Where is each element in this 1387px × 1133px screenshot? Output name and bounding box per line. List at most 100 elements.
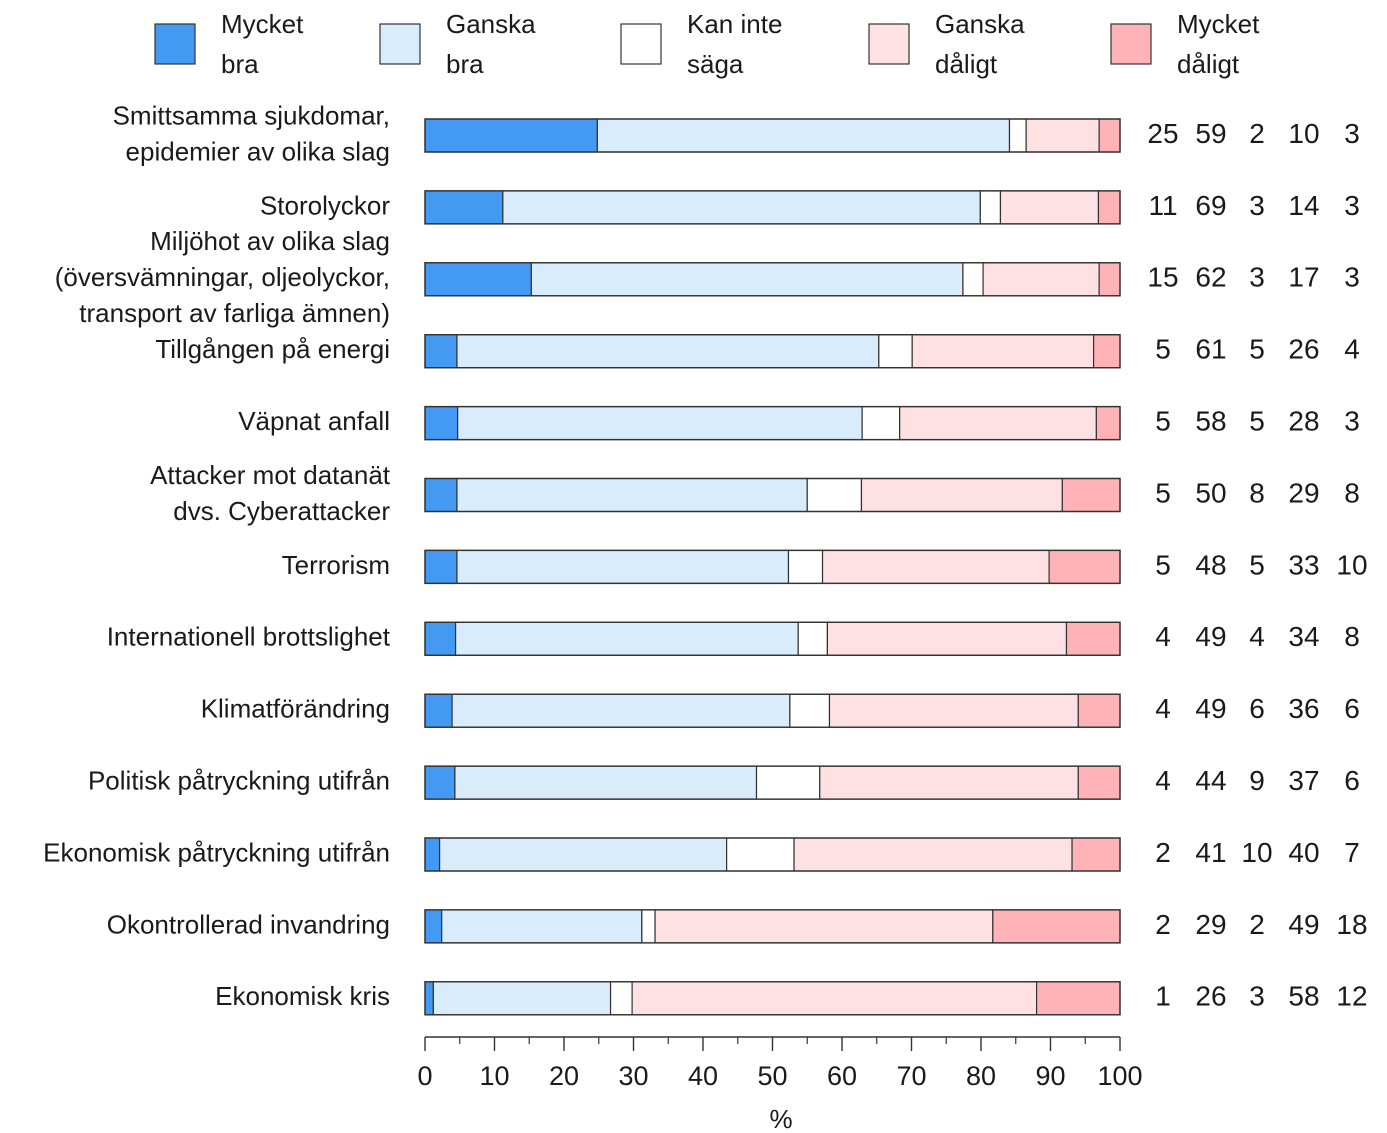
bar-row-6-segment-2 bbox=[456, 477, 808, 513]
category-label-7-line-1: Terrorism bbox=[282, 550, 390, 580]
value-label-row-3-col-5: 3 bbox=[1344, 262, 1360, 293]
value-label-row-12-col-1: 2 bbox=[1155, 909, 1171, 940]
value-label-row-9-col-4: 36 bbox=[1288, 693, 1319, 724]
category-label-9-line-1: Klimatförändring bbox=[201, 694, 390, 724]
bar-row-11-segment-4 bbox=[793, 837, 1073, 872]
x-tick-label-30: 30 bbox=[618, 1061, 648, 1091]
value-label-row-6-col-3: 8 bbox=[1249, 477, 1265, 508]
category-label-3-line-2: (översvämningar, oljeolyckor, bbox=[55, 262, 390, 292]
bar-row-9-segment-2 bbox=[451, 693, 791, 728]
bar-row-4-outline bbox=[424, 334, 1121, 369]
value-label-row-13-col-3: 3 bbox=[1249, 981, 1265, 1012]
bar-row-10-segment-2 bbox=[454, 765, 758, 800]
category-label-6-line-2: dvs. Cyberattacker bbox=[173, 496, 390, 526]
value-label-row-5-col-1: 5 bbox=[1155, 405, 1171, 436]
bar-row-8-segment-2 bbox=[454, 621, 799, 656]
legend-label-3-line-1: Kan inte bbox=[687, 9, 782, 39]
bar-row-7-segment-2 bbox=[456, 549, 790, 585]
bar-row-5-outline bbox=[424, 405, 1121, 441]
value-label-row-2-col-5: 3 bbox=[1344, 190, 1360, 221]
bar-row-10-segment-1 bbox=[424, 765, 456, 800]
bar-row-5-segment-1 bbox=[424, 406, 459, 441]
value-label-row-4-col-5: 4 bbox=[1344, 334, 1360, 365]
value-label-row-10-col-4: 37 bbox=[1288, 765, 1319, 796]
bar-row-4-segment-4 bbox=[911, 334, 1095, 369]
bar-row-7-segment-5 bbox=[1048, 549, 1121, 585]
legend-label-3-line-2: säga bbox=[687, 49, 744, 79]
x-tick-label-20: 20 bbox=[549, 1061, 579, 1091]
bar-row-9-segment-5 bbox=[1077, 693, 1121, 728]
bar-row-4-segment-2 bbox=[456, 334, 880, 369]
legend-label-4-line-1: Ganska bbox=[935, 9, 1025, 39]
category-label-3-line-3: transport av farliga ämnen) bbox=[79, 298, 390, 328]
legend-label-1-line-1: Mycket bbox=[221, 9, 304, 39]
value-label-row-1-col-3: 2 bbox=[1249, 118, 1265, 149]
value-label-row-4-col-2: 61 bbox=[1195, 334, 1226, 365]
value-label-row-5-col-2: 58 bbox=[1195, 405, 1226, 436]
bar-row-13-segment-3 bbox=[609, 981, 633, 1016]
value-label-row-10-col-3: 9 bbox=[1249, 765, 1265, 796]
category-label-12-line-1: Okontrollerad invandring bbox=[107, 909, 390, 939]
x-tick-label-50: 50 bbox=[757, 1061, 787, 1091]
value-label-row-8-col-2: 49 bbox=[1195, 621, 1226, 652]
category-labels: Smittsamma sjukdomar, epidemier av olika … bbox=[43, 100, 391, 1011]
value-label-row-9-col-5: 6 bbox=[1344, 693, 1360, 724]
legend-label-4-line-2: dåligt bbox=[935, 49, 998, 79]
bar-row-12-segment-5 bbox=[992, 909, 1121, 944]
bar-row-11-segment-3 bbox=[726, 837, 795, 872]
category-label-8-line-1: Internationell brottslighet bbox=[107, 622, 391, 652]
bar-row-10-segment-4 bbox=[819, 765, 1079, 800]
bar-row-6-segment-4 bbox=[860, 477, 1063, 513]
value-label-row-6-col-4: 29 bbox=[1288, 477, 1319, 508]
bar-row-11-segment-1 bbox=[424, 837, 441, 872]
value-label-row-5-col-5: 3 bbox=[1344, 405, 1360, 436]
category-label-11-line-1: Ekonomisk påtryckning utifrån bbox=[43, 837, 390, 867]
bar-row-10-segment-3 bbox=[755, 765, 821, 800]
value-label-row-7-col-2: 48 bbox=[1195, 549, 1226, 580]
bar-row-12-outline bbox=[424, 909, 1121, 944]
legend-label-2-line-2: bra bbox=[446, 49, 484, 79]
value-label-row-11-col-1: 2 bbox=[1155, 837, 1171, 868]
value-label-row-10-col-5: 6 bbox=[1344, 765, 1360, 796]
value-label-row-11-col-3: 10 bbox=[1241, 837, 1272, 868]
bar-row-10-outline bbox=[424, 765, 1121, 800]
value-label-row-3-col-4: 17 bbox=[1288, 262, 1319, 293]
bar-row-1-segment-2 bbox=[596, 118, 1011, 153]
bar-row-5-segment-3 bbox=[861, 406, 901, 441]
category-label-2-line-1: Storolyckor bbox=[260, 190, 390, 220]
value-label-row-3-col-2: 62 bbox=[1195, 262, 1226, 293]
bar-row-1-segment-3 bbox=[1008, 118, 1027, 153]
bar-row-11-outline bbox=[424, 837, 1121, 872]
x-tick-label-70: 70 bbox=[896, 1061, 926, 1091]
x-tick-label-0: 0 bbox=[417, 1061, 432, 1091]
value-label-row-1-col-1: 25 bbox=[1147, 118, 1178, 149]
value-label-row-11-col-4: 40 bbox=[1288, 837, 1319, 868]
bar-row-13-segment-2 bbox=[432, 981, 612, 1016]
bar-row-6-segment-3 bbox=[806, 477, 863, 513]
value-labels: 25 59 2 10 311 69 3 14 315 62 3 17 35 61 5 26 45 58 5 28 35 5… bbox=[1147, 118, 1367, 1012]
bar-row-13-segment-1 bbox=[424, 981, 434, 1016]
legend-swatch-5 bbox=[1110, 23, 1152, 65]
value-label-row-12-col-3: 2 bbox=[1249, 909, 1265, 940]
value-label-row-11-col-5: 7 bbox=[1344, 837, 1360, 868]
bar-row-12-segment-3 bbox=[641, 909, 656, 944]
bar-row-7-segment-4 bbox=[821, 549, 1050, 585]
value-label-row-1-col-4: 10 bbox=[1288, 118, 1319, 149]
value-label-row-2-col-4: 14 bbox=[1288, 190, 1319, 221]
value-label-row-13-col-5: 12 bbox=[1336, 981, 1367, 1012]
bar-row-7-segment-3 bbox=[787, 549, 824, 585]
value-label-row-3-col-3: 3 bbox=[1249, 262, 1265, 293]
value-label-row-1-col-2: 59 bbox=[1195, 118, 1226, 149]
legend: Mycket bra Ganska bra Kan inte säga Ganska dåli… bbox=[154, 9, 1260, 79]
bar-row-9-segment-1 bbox=[424, 693, 453, 728]
value-label-row-6-col-2: 50 bbox=[1195, 477, 1226, 508]
x-axis-title: % bbox=[769, 1104, 792, 1133]
bar-row-13-outline bbox=[424, 981, 1121, 1016]
bar-row-2-segment-5 bbox=[1097, 190, 1121, 225]
value-label-row-12-col-2: 29 bbox=[1195, 909, 1226, 940]
bar-row-12-segment-2 bbox=[441, 909, 643, 944]
value-label-row-5-col-3: 5 bbox=[1249, 405, 1265, 436]
bar-row-7-segment-1 bbox=[424, 549, 458, 585]
category-label-10-line-1: Politisk påtryckning utifrån bbox=[88, 765, 390, 795]
